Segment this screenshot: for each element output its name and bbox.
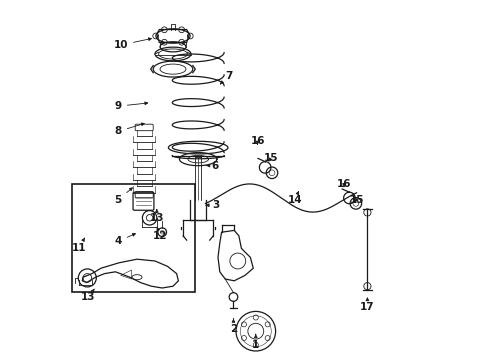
Text: 15: 15 [349, 195, 364, 205]
Text: 5: 5 [115, 188, 132, 205]
Text: 7: 7 [220, 71, 232, 84]
Text: 8: 8 [115, 123, 144, 136]
Text: 10: 10 [114, 38, 151, 50]
Text: 6: 6 [206, 161, 219, 171]
Text: 3: 3 [206, 200, 219, 210]
Text: 1: 1 [252, 334, 259, 350]
Text: 11: 11 [72, 238, 86, 253]
Text: 13: 13 [81, 289, 96, 302]
Text: 15: 15 [264, 153, 278, 163]
Text: 16: 16 [337, 179, 351, 189]
Text: 14: 14 [287, 192, 302, 205]
Text: 13: 13 [149, 210, 164, 223]
Bar [72, 184, 195, 292]
Text: 9: 9 [115, 101, 147, 111]
Text: 4: 4 [115, 234, 135, 246]
Text: 2: 2 [230, 319, 237, 334]
Text: 16: 16 [250, 136, 265, 147]
Text: 12: 12 [153, 228, 168, 241]
Text: 17: 17 [360, 298, 375, 312]
